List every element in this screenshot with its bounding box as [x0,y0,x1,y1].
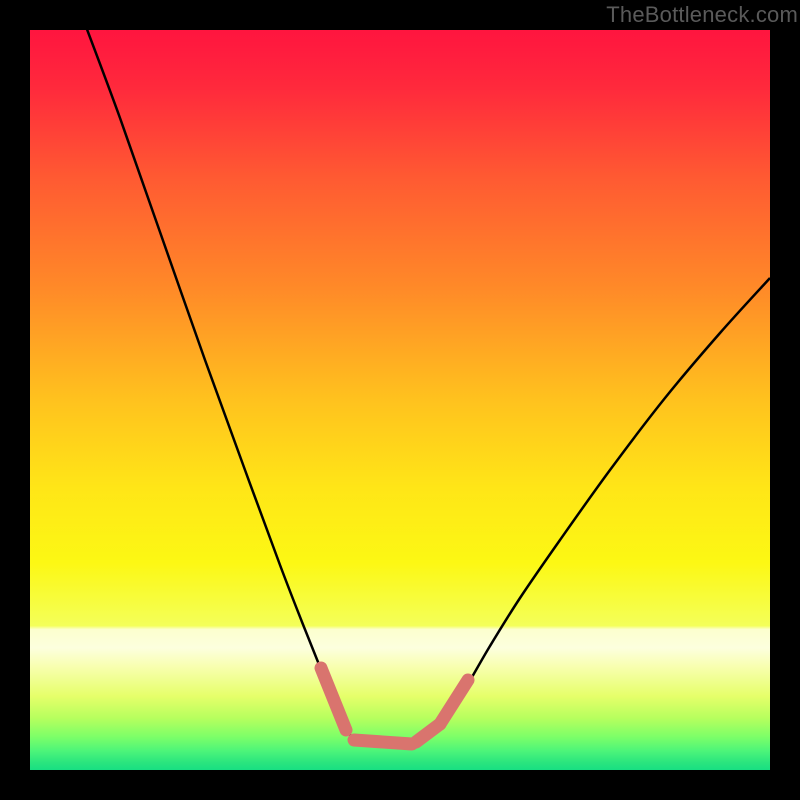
plot-background [30,30,770,770]
bottleneck-plot [0,0,800,800]
watermark-text: TheBottleneck.com [606,2,798,28]
